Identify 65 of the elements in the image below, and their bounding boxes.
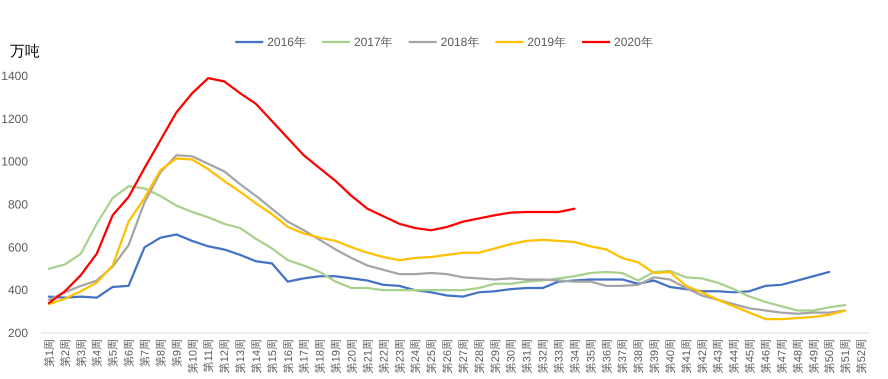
x-tick-label: 第33周	[554, 339, 566, 374]
x-tick-label: 第42周	[696, 339, 709, 374]
x-tick-label: 第37周	[617, 339, 630, 374]
x-tick-label: 第51周	[840, 339, 852, 374]
x-tick-label: 第2周	[60, 339, 72, 368]
x-tick-label: 第21周	[362, 339, 374, 374]
x-tick-label: 第50周	[824, 339, 836, 374]
x-tick-label: 第11周	[203, 339, 216, 372]
y-tick-label: 200	[8, 326, 28, 340]
x-tick-label: 第15周	[266, 339, 279, 374]
x-tick-label: 第4周	[92, 339, 104, 368]
x-tick-label: 第3周	[76, 339, 88, 368]
x-tick-label: 第19周	[330, 339, 343, 374]
x-tick-label: 第16周	[282, 339, 295, 374]
x-tick-label: 第12周	[219, 339, 232, 374]
y-tick-label: 1200	[1, 112, 28, 126]
x-tick-label: 第8周	[155, 339, 168, 368]
x-tick-label: 第52周	[856, 339, 868, 374]
x-tick-label: 第40周	[664, 339, 677, 374]
x-tick-label: 第20周	[346, 339, 358, 374]
x-tick-label: 第48周	[792, 339, 804, 374]
legend-label: 2017年	[354, 35, 393, 49]
x-tick-label: 第30周	[506, 339, 518, 374]
x-tick-label: 第38周	[633, 339, 646, 374]
x-tick-label: 第49周	[808, 339, 820, 374]
x-tick-label: 第23周	[394, 339, 406, 374]
x-tick-label: 第34周	[569, 339, 582, 374]
x-tick-label: 第25周	[426, 339, 438, 374]
x-tick-label: 第29周	[490, 339, 502, 374]
y-tick-label: 800	[8, 198, 28, 212]
legend-label: 2020年	[614, 35, 653, 49]
y-axis-title: 万吨	[10, 43, 40, 60]
x-tick-label: 第32周	[538, 339, 550, 374]
x-tick-label: 第13周	[235, 339, 248, 374]
x-tick-label: 第18周	[314, 339, 327, 374]
legend-label: 2019年	[527, 35, 566, 49]
x-tick-label: 第5周	[108, 339, 120, 368]
y-tick-label: 400	[8, 283, 28, 298]
x-tick-label: 第39周	[649, 339, 662, 374]
x-tick-label: 第36周	[601, 339, 614, 374]
x-tick-label: 第45周	[744, 339, 757, 374]
legend-label: 2016年	[267, 35, 306, 49]
x-tick-label: 第17周	[298, 339, 311, 374]
x-tick-label: 第22周	[378, 339, 390, 374]
x-tick-label: 第24周	[410, 339, 422, 374]
y-tick-label: 1400	[1, 69, 28, 83]
x-tick-label: 第14周	[250, 339, 263, 374]
x-tick-label: 第10周	[187, 339, 200, 374]
x-tick-label: 第41周	[680, 339, 693, 374]
x-tick-label: 第6周	[124, 339, 136, 368]
x-tick-label: 第43周	[712, 339, 725, 374]
legend-label: 2018年	[440, 35, 480, 49]
x-tick-label: 第7周	[140, 339, 152, 368]
x-tick-label: 第35周	[585, 339, 598, 374]
x-tick-label: 第9周	[171, 339, 184, 368]
y-tick-label: 1000	[1, 154, 28, 169]
y-tick-label: 600	[8, 240, 28, 254]
x-tick-label: 第44周	[728, 339, 741, 374]
x-tick-label: 第47周	[776, 339, 788, 374]
x-tick-label: 第31周	[522, 339, 534, 374]
x-tick-label: 第46周	[760, 339, 772, 374]
x-tick-label: 第26周	[442, 339, 454, 374]
x-tick-label: 第1周	[44, 339, 56, 368]
x-tick-label: 第28周	[474, 339, 486, 374]
x-tick-label: 第27周	[458, 339, 470, 374]
